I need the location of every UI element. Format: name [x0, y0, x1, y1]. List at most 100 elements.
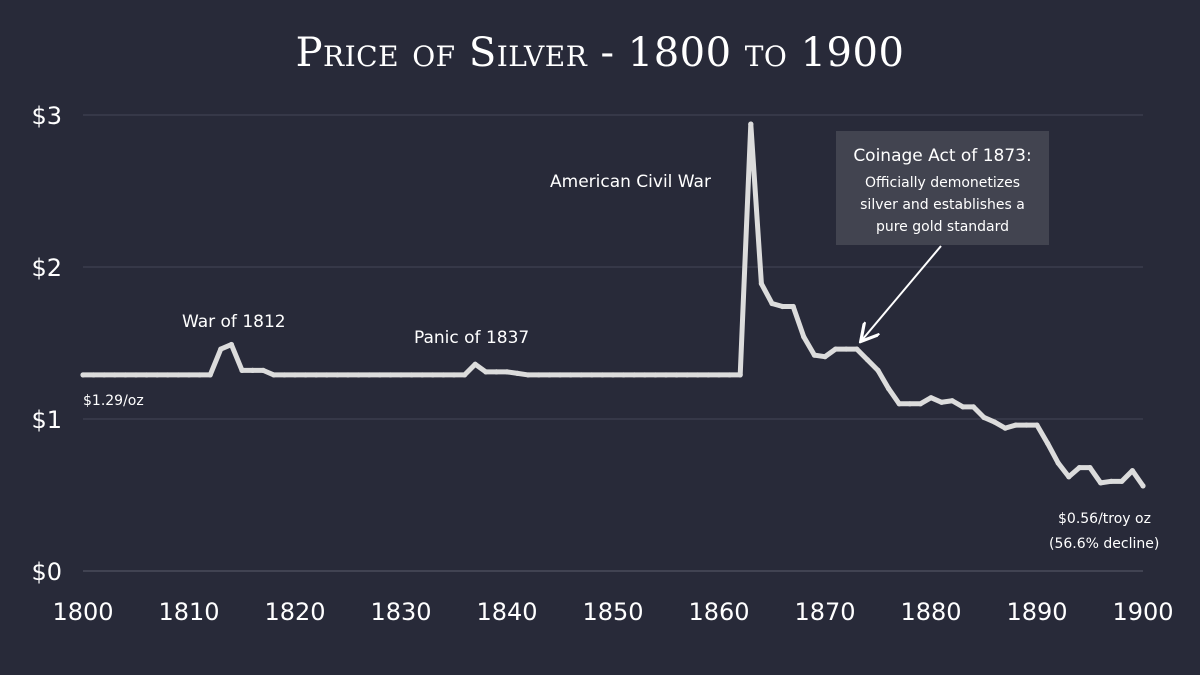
- data-point: [684, 372, 690, 378]
- data-point: [250, 367, 256, 373]
- data-point: [1013, 422, 1019, 428]
- x-tick-label: 1810: [158, 598, 219, 626]
- data-point: [451, 372, 457, 378]
- data-point: [324, 372, 330, 378]
- callout-line: silver and establishes a: [860, 197, 1025, 213]
- annotation-civil-war: American Civil War: [550, 172, 711, 192]
- data-point: [960, 404, 966, 410]
- data-point: [1045, 440, 1051, 446]
- x-tick-label: 1880: [900, 598, 961, 626]
- annotation-panic-1837: Panic of 1837: [414, 328, 530, 348]
- callout-line: Officially demonetizes: [864, 175, 1021, 191]
- data-point: [578, 372, 584, 378]
- callout-arrow: [862, 245, 942, 340]
- data-point: [112, 372, 118, 378]
- data-point: [80, 372, 86, 378]
- data-point: [1076, 465, 1082, 471]
- data-point: [430, 372, 436, 378]
- data-point: [568, 372, 574, 378]
- data-point: [207, 372, 213, 378]
- y-tick-label: $0: [31, 558, 62, 586]
- data-point: [610, 372, 616, 378]
- data-point: [271, 372, 277, 378]
- data-point: [833, 346, 839, 352]
- data-point: [589, 372, 595, 378]
- data-point: [313, 372, 319, 378]
- data-point: [864, 357, 871, 363]
- data-point: [536, 372, 542, 378]
- data-point: [928, 395, 934, 401]
- data-point: [175, 372, 181, 378]
- data-point: [419, 372, 425, 378]
- data-point: [345, 372, 351, 378]
- data-point: [1066, 474, 1072, 480]
- data-point: [621, 372, 627, 378]
- data-point: [822, 354, 828, 360]
- data-point: [1087, 465, 1093, 471]
- data-point: [387, 372, 393, 378]
- data-point: [515, 370, 521, 376]
- data-point: [260, 367, 266, 373]
- data-point: [599, 372, 606, 378]
- data-point: [197, 372, 203, 378]
- data-point: [493, 369, 499, 375]
- data-point: [239, 367, 245, 373]
- data-point: [642, 372, 648, 378]
- data-point: [1055, 460, 1061, 466]
- x-tick-label: 1860: [688, 598, 749, 626]
- data-point: [780, 303, 786, 310]
- data-point: [758, 281, 765, 287]
- data-point: [674, 372, 680, 378]
- data-point: [907, 401, 913, 407]
- data-point: [356, 372, 362, 378]
- x-tick-label: 1840: [476, 598, 537, 626]
- data-point: [875, 367, 881, 373]
- data-point: [218, 346, 224, 352]
- data-point: [716, 372, 722, 378]
- x-tick-label: 1850: [582, 598, 643, 626]
- x-tick-label: 1870: [794, 598, 855, 626]
- data-point: [801, 334, 807, 340]
- data-point: [843, 346, 849, 352]
- callout-line: pure gold standard: [875, 219, 1010, 235]
- data-point: [504, 369, 510, 375]
- annotation-war-1812: War of 1812: [182, 312, 286, 332]
- data-point: [144, 372, 150, 378]
- callout-title: Coinage Act of 1873:: [853, 146, 1032, 166]
- data-point: [652, 372, 659, 378]
- data-point: [631, 372, 637, 378]
- data-point: [440, 372, 446, 378]
- data-point: [483, 369, 489, 375]
- data-point: [186, 372, 192, 378]
- coinage-act-callout: Coinage Act of 1873: Officially demoneti…: [836, 131, 1049, 245]
- data-point: [1129, 468, 1135, 474]
- data-point: [366, 372, 372, 378]
- x-tick-label: 1820: [264, 598, 325, 626]
- data-point: [1108, 478, 1114, 484]
- x-tick-label: 1800: [52, 598, 113, 626]
- y-tick-label: $2: [31, 254, 62, 282]
- data-point: [377, 372, 383, 378]
- data-point: [292, 372, 298, 378]
- data-point: [970, 404, 977, 410]
- data-point: [1119, 478, 1125, 484]
- data-point: [695, 372, 701, 378]
- data-point: [228, 341, 234, 348]
- data-point: [992, 419, 998, 425]
- x-tick-label: 1830: [370, 598, 431, 626]
- x-tick-label: 1890: [1006, 598, 1067, 626]
- data-point: [1140, 483, 1146, 489]
- data-point: [557, 372, 563, 378]
- data-point: [949, 398, 955, 404]
- start-price-label: $1.29/oz: [83, 393, 144, 409]
- data-point: [737, 372, 743, 378]
- data-point: [133, 372, 139, 378]
- end-price-label: $0.56/troy oz: [1058, 511, 1151, 527]
- data-point: [854, 346, 860, 352]
- data-point: [472, 361, 478, 367]
- data-point: [1023, 422, 1029, 428]
- data-point: [334, 372, 340, 378]
- data-point: [981, 414, 987, 421]
- data-point: [154, 372, 160, 378]
